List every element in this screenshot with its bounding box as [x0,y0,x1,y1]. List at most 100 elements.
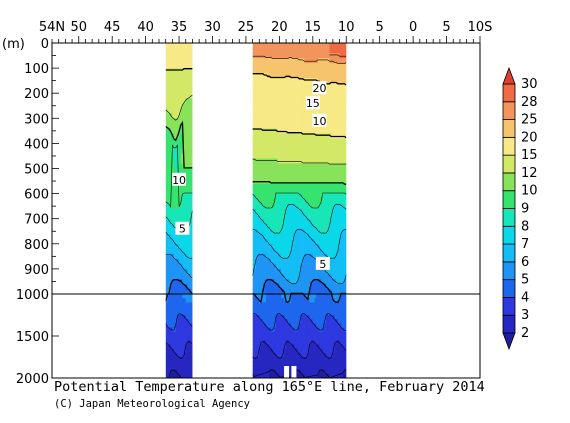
temperature-cell [272,118,275,124]
temperature-cell [307,357,311,362]
temperature-cell [182,365,185,371]
temperature-cell [277,108,280,114]
temperature-cell [302,298,306,303]
temperature-cell [329,158,332,165]
temperature-cell [264,98,267,104]
temperature-cell [296,173,299,180]
temperature-cell [284,283,287,290]
temperature-cell [262,268,265,275]
temperature-cell [299,298,302,303]
temperature-cell [179,283,182,290]
temperature-cell [334,93,337,99]
temperature-cell [336,253,339,260]
temperature-cell [262,208,265,215]
temperature-cell [312,158,316,165]
temperature-cell [331,183,334,190]
temperature-cell [306,168,309,175]
temperature-cell [307,248,311,255]
temperature-cell [332,369,336,375]
temperature-cell [185,258,189,265]
temperature-cell [255,83,259,89]
temperature-cell [180,319,183,324]
temperature-cell [257,138,260,144]
temperature-cell [269,294,272,299]
temperature-cell [277,306,280,312]
temperature-cell [189,63,192,69]
temperature-cell [341,128,344,134]
temperature-cell [297,263,301,270]
temperature-cell [312,228,316,235]
temperature-cell [279,344,282,350]
temperature-cell [279,193,282,200]
temperature-cell [276,365,279,371]
temperature-cell [306,228,309,235]
temperature-cell [274,243,277,250]
temperature-cell [180,98,183,104]
temperature-cell [269,306,272,312]
temperature-cell [341,48,344,54]
temperature-cell [167,369,170,375]
temperature-cell [299,306,302,312]
temperature-cell [190,193,193,200]
temperature-cell [264,327,267,333]
temperature-cell [257,218,260,225]
temperature-cell [316,352,319,358]
temperature-cell [306,63,309,69]
temperature-cell [174,193,177,200]
temperature-cell [284,273,287,280]
temperature-cell [190,369,193,375]
temperature-cell [309,298,312,303]
temperature-cell [279,213,282,220]
temperature-cell [179,73,182,79]
temperature-cell [192,43,194,49]
temperature-cell [291,188,294,195]
temperature-cell [254,113,257,119]
temperature-cell [185,93,189,99]
temperature-cell [179,58,182,64]
temperature-cell [314,294,317,299]
temperature-cell [266,63,269,69]
temperature-cell [277,302,280,308]
temperature-cell [192,298,194,303]
temperature-cell [276,331,279,337]
temperature-cell [281,340,284,345]
temperature-cell [337,193,341,200]
temperature-cell [289,278,292,285]
temperature-cell [322,327,326,333]
temperature-cell [336,373,339,378]
temperature-cell [337,248,341,255]
temperature-cell [292,336,296,341]
temperature-cell [266,315,269,320]
temperature-cell [302,233,306,240]
temperature-cell [332,218,336,225]
temperature-cell [324,327,327,333]
temperature-cell [185,273,189,280]
temperature-cell [331,143,334,150]
temperature-cell [187,168,190,175]
temperature-cell [170,248,173,255]
temperature-cell [337,283,341,290]
temperature-cell [192,163,194,169]
temperature-cell [169,78,172,84]
temperature-cell [321,369,324,375]
temperature-cell [264,173,267,180]
temperature-cell [190,336,193,341]
temperature-cell [287,228,290,235]
temperature-cell [286,113,289,119]
temperature-cell [322,294,326,299]
temperature-cell [326,163,329,170]
temperature-cell [312,278,316,285]
temperature-cell [189,298,192,303]
temperature-cell [301,369,304,375]
temperature-cell [286,163,289,170]
temperature-cell [259,294,262,299]
temperature-cell [292,53,296,59]
temperature-cell [319,48,322,54]
temperature-cell [254,268,257,275]
temperature-cell [286,248,289,255]
temperature-cell [190,208,193,215]
temperature-cell [175,357,178,362]
temperature-cell [187,278,190,285]
temperature-cell [336,183,339,190]
temperature-cell [339,218,342,225]
